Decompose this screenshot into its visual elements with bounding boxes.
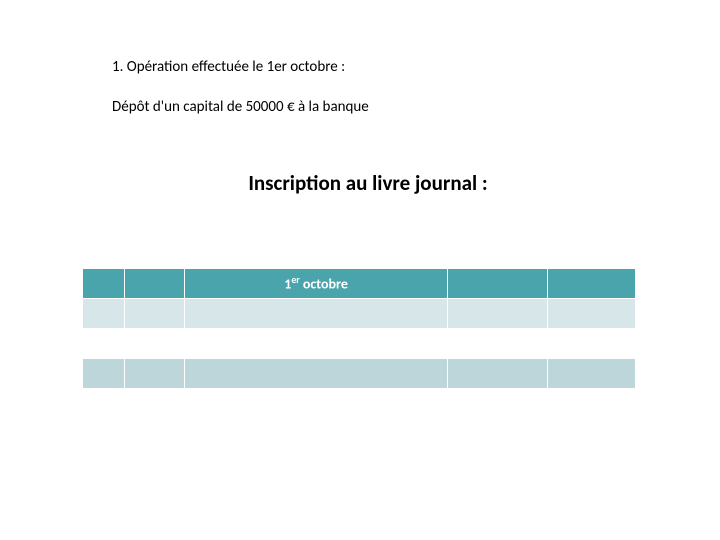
table-cell [124, 299, 184, 329]
header-cell [548, 269, 636, 299]
table-row [83, 299, 636, 329]
header-date-cell: 1er octobre [184, 269, 448, 299]
operation-description: Dépôt d'un capital de 50000 € à la banqu… [112, 98, 680, 116]
table-cell [548, 329, 636, 359]
journal-table: 1er octobre [82, 268, 636, 389]
table-cell [184, 329, 448, 359]
table-cell [184, 359, 448, 389]
table-row [83, 359, 636, 389]
table-cell [83, 359, 125, 389]
header-cell [124, 269, 184, 299]
table-cell [124, 359, 184, 389]
table-cell [548, 299, 636, 329]
table-cell [448, 329, 548, 359]
date-sup: er [291, 274, 299, 286]
header-cell [448, 269, 548, 299]
table-cell [83, 329, 125, 359]
table-row [83, 329, 636, 359]
header-cell [83, 269, 125, 299]
operation-title: 1. Opération effectuée le 1er octobre : [112, 58, 680, 76]
table-cell [184, 299, 448, 329]
table-cell [548, 359, 636, 389]
journal-heading: Inscription au livre journal : [118, 170, 618, 196]
table-cell [83, 299, 125, 329]
table-cell [124, 329, 184, 359]
date-suffix: octobre [300, 276, 348, 293]
table-cell [448, 359, 548, 389]
table-cell [448, 299, 548, 329]
